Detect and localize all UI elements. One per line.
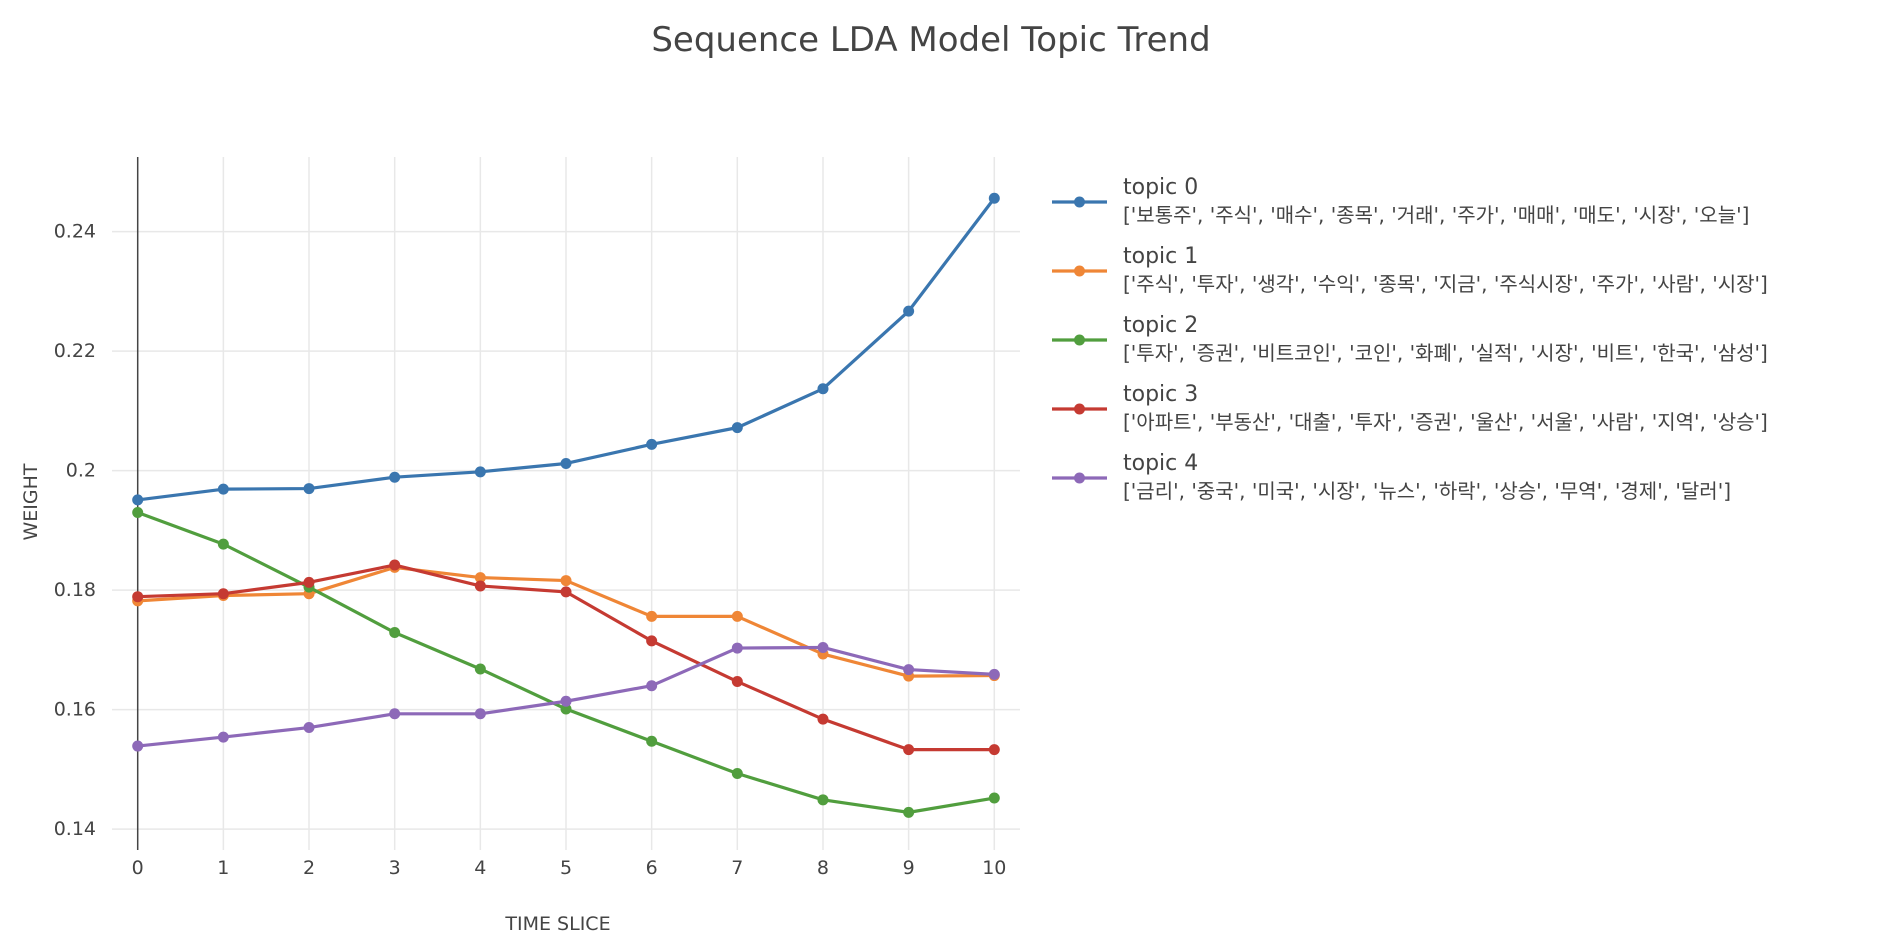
data-point[interactable] <box>560 586 572 598</box>
data-point[interactable] <box>560 703 572 715</box>
data-point[interactable] <box>903 806 915 818</box>
x-tick-label: 7 <box>731 857 743 879</box>
legend-marker <box>1074 196 1085 208</box>
y-tick-label: 0.18 <box>54 579 96 601</box>
legend-label: topic 0 <box>1123 175 1198 200</box>
y-tick-label: 0.16 <box>54 699 96 721</box>
data-point[interactable] <box>731 422 743 434</box>
data-point[interactable] <box>646 680 658 692</box>
y-axis-title: WEIGHT <box>20 463 42 540</box>
data-point[interactable] <box>646 438 658 450</box>
axis-layer: 0 1 2 3 4 5 6 7 8 9 10 0.14 0.16 0.18 0.2 0.22 0.24 <box>54 157 1006 879</box>
data-point[interactable] <box>817 713 829 725</box>
data-point[interactable] <box>132 494 144 506</box>
data-point[interactable] <box>474 466 486 478</box>
series-topic-4[interactable] <box>132 641 1000 752</box>
y-tick-label: 0.2 <box>66 460 96 482</box>
data-point[interactable] <box>389 471 401 483</box>
data-point[interactable] <box>389 708 401 720</box>
legend-label: topic 1 <box>1123 244 1198 269</box>
data-point[interactable] <box>988 668 1000 680</box>
legend-words: ['금리', '중국', '미국', '시장', '뉴스', '하락', '상승… <box>1123 479 1731 503</box>
data-point[interactable] <box>474 663 486 675</box>
legend-marker <box>1074 334 1085 346</box>
data-point[interactable] <box>132 591 144 603</box>
data-point[interactable] <box>303 722 315 734</box>
x-tick-label: 0 <box>132 857 144 879</box>
data-point[interactable] <box>389 559 401 571</box>
data-point[interactable] <box>132 740 144 752</box>
legend[interactable]: topic 0 ['보통주', '주식', '매수', '종목', '거래', '… <box>1052 175 1768 503</box>
data-point[interactable] <box>988 192 1000 204</box>
series-topic-0[interactable] <box>132 192 1000 506</box>
data-point[interactable] <box>646 610 658 622</box>
data-point[interactable] <box>217 538 229 550</box>
data-point[interactable] <box>303 576 315 588</box>
data-point[interactable] <box>817 794 829 806</box>
legend-item-topic-2[interactable]: topic 2 ['투자', '증권', '비트코인', '코인', '화폐', … <box>1052 313 1768 365</box>
data-point[interactable] <box>303 483 315 495</box>
series-layer <box>132 192 1000 818</box>
x-tick-label: 2 <box>303 857 315 879</box>
data-point[interactable] <box>903 744 915 756</box>
data-point[interactable] <box>474 572 486 584</box>
data-point[interactable] <box>731 642 743 654</box>
data-point[interactable] <box>217 483 229 495</box>
grid-layer <box>112 157 1020 850</box>
data-point[interactable] <box>817 641 829 653</box>
legend-words: ['아파트', '부동산', '대출', '투자', '증권', '울산', '… <box>1123 410 1768 434</box>
legend-item-topic-0[interactable]: topic 0 ['보통주', '주식', '매수', '종목', '거래', '… <box>1052 175 1749 227</box>
x-tick-label: 8 <box>817 857 829 879</box>
legend-words: ['주식', '투자', '생각', '수익', '종목', '지금', '주식… <box>1123 272 1768 296</box>
legend-words: ['보통주', '주식', '매수', '종목', '거래', '주가', '매… <box>1123 203 1749 227</box>
data-point[interactable] <box>903 305 915 317</box>
series-topic-2[interactable] <box>132 506 1000 818</box>
y-tick-label: 0.22 <box>54 340 96 362</box>
legend-item-topic-3[interactable]: topic 3 ['아파트', '부동산', '대출', '투자', '증권', … <box>1052 382 1768 434</box>
legend-label: topic 3 <box>1123 382 1198 407</box>
legend-marker <box>1074 472 1085 484</box>
data-point[interactable] <box>731 676 743 688</box>
data-point[interactable] <box>474 708 486 720</box>
legend-item-topic-4[interactable]: topic 4 ['금리', '중국', '미국', '시장', '뉴스', '하… <box>1052 451 1731 503</box>
legend-label: topic 2 <box>1123 313 1198 338</box>
data-point[interactable] <box>817 383 829 395</box>
data-point[interactable] <box>988 792 1000 804</box>
chart-title: Sequence LDA Model Topic Trend <box>651 20 1211 60</box>
data-point[interactable] <box>132 506 144 518</box>
data-point[interactable] <box>560 575 572 587</box>
data-point[interactable] <box>217 731 229 743</box>
data-point[interactable] <box>560 695 572 707</box>
x-tick-label: 5 <box>560 857 572 879</box>
legend-marker <box>1074 265 1085 277</box>
legend-item-topic-1[interactable]: topic 1 ['주식', '투자', '생각', '수익', '종목', '지… <box>1052 244 1768 296</box>
x-tick-label: 1 <box>217 857 229 879</box>
y-tick-label: 0.14 <box>54 818 96 840</box>
data-point[interactable] <box>988 744 1000 756</box>
y-tick-label: 0.24 <box>54 221 96 243</box>
legend-label: topic 4 <box>1123 451 1198 476</box>
legend-marker <box>1074 403 1085 415</box>
data-point[interactable] <box>389 627 401 639</box>
x-tick-label: 6 <box>646 857 658 879</box>
data-point[interactable] <box>560 457 572 469</box>
legend-words: ['투자', '증권', '비트코인', '코인', '화폐', '실적', '… <box>1123 341 1768 365</box>
x-tick-label: 9 <box>903 857 915 879</box>
data-point[interactable] <box>646 735 658 747</box>
x-tick-label: 10 <box>982 857 1006 879</box>
data-point[interactable] <box>474 580 486 592</box>
data-point[interactable] <box>903 664 915 676</box>
data-point[interactable] <box>646 635 658 647</box>
data-point[interactable] <box>217 588 229 600</box>
data-point[interactable] <box>731 610 743 622</box>
series-topic-3[interactable] <box>132 559 1000 756</box>
data-point[interactable] <box>731 768 743 780</box>
x-axis-title: TIME SLICE <box>504 913 610 935</box>
x-tick-label: 3 <box>389 857 401 879</box>
x-tick-label: 4 <box>474 857 486 879</box>
